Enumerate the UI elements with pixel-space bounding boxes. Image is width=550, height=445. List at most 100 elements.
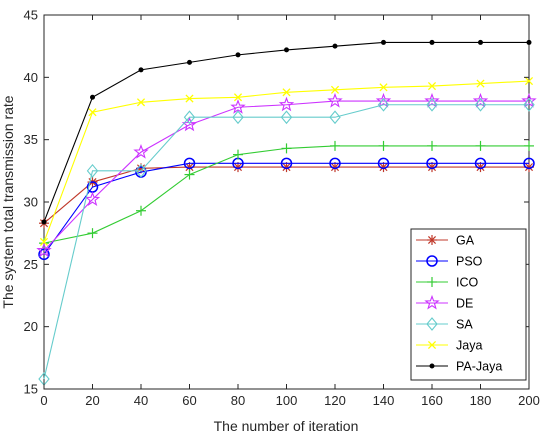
legend-label-ico: ICO [456,276,479,290]
series-pa-jaya [41,39,532,225]
data-point-pa-jaya [526,39,532,45]
data-point-de [230,99,246,114]
legend-marker-de [424,294,440,310]
data-point-de [36,242,52,258]
series-line-sa [43,104,529,380]
data-point-sa [474,97,487,112]
y-tick-label: 35 [24,132,38,147]
series-line-de [43,100,529,251]
data-point-ico [87,228,98,239]
data-point-jaya [282,88,291,97]
data-point-sa [280,110,293,125]
legend-label-pso: PSO [456,255,483,269]
data-point-ico [184,169,195,180]
y-tick-label: 15 [24,382,38,397]
data-point-jaya [233,93,243,102]
x-tick-label: 180 [470,393,492,408]
data-point-sa [86,163,99,178]
series-ico [39,140,534,249]
data-point-pa-jaya [187,59,192,65]
legend-marker-ga [427,235,437,245]
y-tick-label: 45 [24,8,38,23]
data-point-pa-jaya [90,94,95,100]
data-point-pa-jaya [381,39,386,45]
legend-marker-sa [426,317,438,331]
data-point-pso [38,248,50,261]
legend-marker-ico [427,277,437,287]
data-point-ico [378,140,389,151]
data-point-ico [427,140,437,151]
legend-item-de: DE [416,294,473,311]
legend-item-pa-jaya: PA-Jaya [416,360,502,374]
legend-item-ico: ICO [416,276,479,290]
y-tick-label: 25 [24,257,38,272]
x-tick-label: 140 [373,393,395,408]
x-tick-label: 100 [276,393,298,408]
data-point-ico [233,149,243,160]
data-point-de [278,96,295,112]
x-tick-label: 40 [134,393,148,408]
y-axis-title: The system total transmission rate [0,95,16,308]
legend-item-pso: PSO [416,255,483,269]
x-tick-label: 60 [182,393,196,408]
legend-label-jaya: Jaya [456,339,482,353]
legend-label-sa: SA [456,318,473,332]
x-axis-title: The number of iteration [214,418,359,434]
legend-item-jaya: Jaya [416,339,482,353]
data-point-ico [136,205,146,216]
x-tick-label: 200 [518,393,540,408]
data-point-pso [280,157,293,170]
legend-marker-pa-jaya [429,363,435,369]
data-point-pso [523,157,535,170]
data-point-jaya [476,79,485,88]
x-tick-label: 120 [324,393,346,408]
data-point-de [472,92,489,108]
data-point-pa-jaya [429,39,435,45]
data-point-de [521,92,537,108]
data-point-de [327,92,343,108]
legend-item-sa: SA [416,317,473,332]
data-point-jaya [330,85,340,94]
data-point-sa [135,163,147,178]
legend-label-ga: GA [456,234,475,248]
data-point-jaya [427,82,437,91]
data-point-de [133,144,149,159]
data-point-ico [281,143,292,154]
data-point-sa [183,110,196,125]
data-point-sa [232,110,244,125]
y-tick-label: 20 [24,319,38,334]
x-tick-label: 0 [40,393,47,408]
series-jaya [39,77,534,246]
legend-item-ga: GA [416,234,475,248]
data-point-sa [426,97,438,112]
data-point-sa [329,110,341,125]
data-point-pa-jaya [41,219,47,225]
data-point-sa [377,97,390,112]
data-point-pso [329,157,341,170]
data-point-pso [474,157,487,170]
data-point-jaya [39,237,49,246]
series-line-pso [43,162,529,255]
data-point-jaya [379,83,388,92]
legend: GA PSO ICO DE SA Jaya PA-Jaya [410,228,527,381]
data-point-pa-jaya [332,43,338,49]
data-point-de [424,92,440,108]
data-point-ico [524,140,534,151]
data-point-ico [475,140,486,151]
series-ga [39,162,534,229]
data-point-pso [183,157,196,170]
data-point-pa-jaya [138,67,144,73]
y-tick-label: 40 [24,70,38,85]
data-point-pso [377,157,390,170]
legend-marker-pso [426,255,438,267]
data-point-ico [330,140,340,151]
data-point-pso [426,157,438,170]
data-point-pa-jaya [235,52,241,58]
legend-marker-jaya [427,340,437,350]
data-point-de [84,191,101,207]
series-layer [36,39,537,386]
data-point-jaya [185,94,194,103]
legend-label-pa-jaya: PA-Jaya [456,360,502,374]
